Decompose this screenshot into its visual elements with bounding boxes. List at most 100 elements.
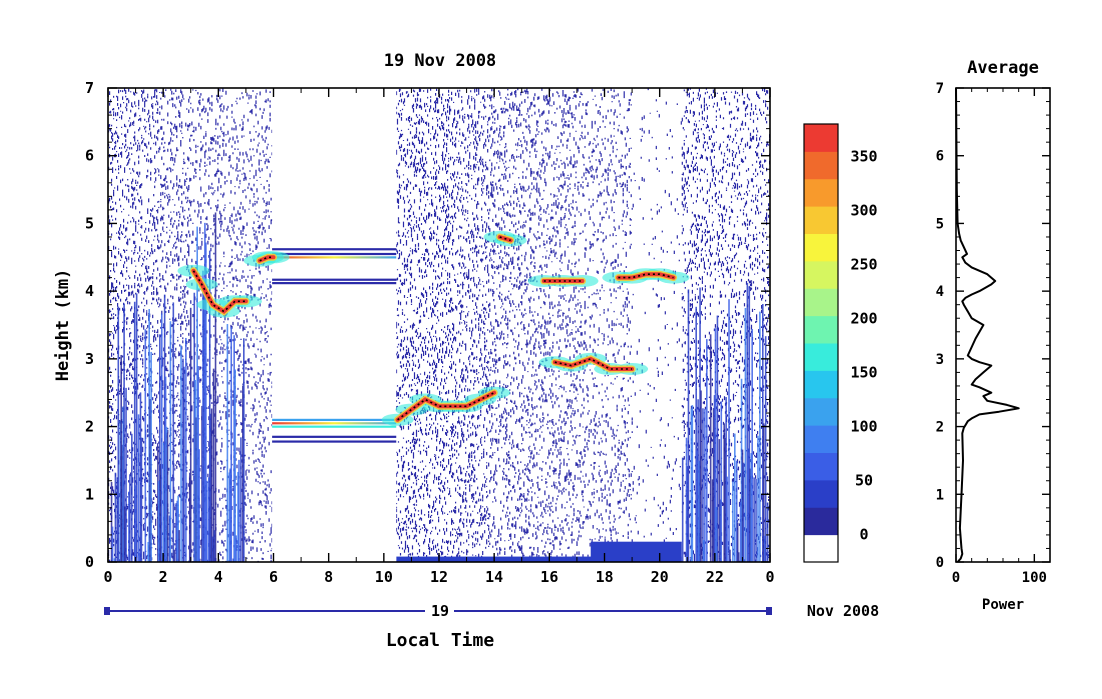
rain-column (138, 552, 141, 562)
rain-column (188, 476, 191, 562)
colorbar-tick-label: 150 (850, 364, 877, 382)
rain-column (726, 476, 728, 562)
rain-column (140, 437, 143, 562)
rain-column (196, 226, 199, 562)
rain-column (691, 405, 694, 562)
rain-column (706, 339, 708, 562)
rain-column (124, 506, 126, 562)
gap-interp-line (272, 252, 397, 256)
rain-column (210, 408, 213, 562)
colorbar-segment (804, 397, 838, 426)
rain-column (149, 399, 151, 562)
rain-column (734, 433, 736, 562)
rain-column (751, 328, 753, 562)
rain-column (736, 522, 739, 562)
rain-column (135, 293, 138, 562)
rain-column (232, 558, 235, 562)
rain-column (714, 328, 717, 562)
rain-column (193, 292, 196, 562)
rain-column (699, 287, 701, 562)
y-axis-label: Height (km) (53, 269, 73, 382)
colorbar-tick-label: 100 (850, 418, 877, 436)
rain-column (711, 479, 714, 562)
rain-column (214, 212, 217, 562)
rain-column (685, 437, 688, 562)
noise-speckle (108, 88, 770, 562)
rain-column (134, 485, 137, 562)
rain-column (158, 481, 160, 562)
rain-column (228, 472, 231, 562)
date-day-label: 19 (431, 602, 449, 620)
rain-column (203, 292, 205, 562)
surface-band (396, 556, 682, 562)
rain-column (741, 449, 744, 562)
colorbar-segment (804, 178, 838, 207)
rain-column (746, 282, 749, 562)
average-profile: 0 1 2 3 4 5 6 7 0 100 (936, 81, 1051, 586)
heatmap-plot-area (108, 88, 770, 562)
profile-y-tick-label: 6 (936, 149, 944, 165)
profile-y-tick-label: 1 (936, 487, 944, 503)
profile-x-tick-label: 0 (952, 570, 960, 586)
rain-column (212, 368, 215, 562)
rain-column (757, 435, 759, 562)
rain-column (697, 399, 699, 562)
rain-column (213, 530, 216, 562)
gap-interp-line (272, 435, 397, 438)
colorbar-tick-label: 200 (850, 310, 877, 328)
rain-column (144, 329, 147, 562)
rain-column (195, 417, 198, 562)
profile-x-tick-label: 100 (1022, 570, 1047, 586)
colorbar-tick-label: 0 (859, 526, 868, 544)
rain-column (719, 499, 722, 562)
profile-y-tick-label: 0 (936, 555, 944, 571)
rain-column (183, 366, 185, 562)
cloud-core (397, 391, 495, 421)
rain-column (723, 423, 725, 562)
rain-column (150, 351, 152, 562)
rain-column (709, 334, 712, 562)
rain-column (121, 444, 123, 562)
rain-column (198, 449, 200, 562)
rain-column (755, 478, 757, 562)
rain-column (113, 558, 116, 562)
cloud-band (257, 255, 276, 263)
rain-column (704, 408, 706, 562)
rain-column (750, 453, 753, 562)
colorbar-segment (804, 479, 838, 508)
profile-y-tick-label: 5 (936, 216, 944, 232)
profile-y-tick-label: 4 (936, 284, 944, 300)
rain-column (700, 390, 702, 562)
rain-column (211, 536, 214, 562)
rain-column (125, 387, 127, 562)
rain-column (133, 301, 136, 562)
rain-column (753, 477, 755, 562)
rain-column (729, 549, 731, 562)
y-tick-label: 5 (85, 214, 94, 232)
x-tick-label: 16 (540, 568, 558, 586)
rain-column (159, 463, 162, 562)
y-tick-label: 0 (85, 553, 94, 571)
profile-x-label: Power (982, 597, 1024, 613)
x-tick-label: 20 (651, 568, 669, 586)
rain-column (157, 447, 159, 562)
rain-column (165, 426, 168, 562)
x-tick-label: 22 (706, 568, 724, 586)
rain-column (197, 366, 199, 562)
rain-column (744, 307, 747, 562)
rain-column (182, 358, 184, 562)
gap-interp-line (272, 418, 397, 421)
colorbar-segment (804, 233, 838, 262)
rain-column (128, 491, 130, 562)
rain-column (740, 378, 743, 562)
y-tick-label: 7 (85, 79, 94, 97)
rain-column (180, 345, 182, 562)
rain-column (122, 406, 124, 562)
data-gap (272, 88, 397, 562)
colorbar-tick-label: 50 (855, 472, 873, 490)
rain-column (748, 286, 751, 562)
rain-column (226, 324, 229, 562)
rain-column (732, 481, 734, 562)
